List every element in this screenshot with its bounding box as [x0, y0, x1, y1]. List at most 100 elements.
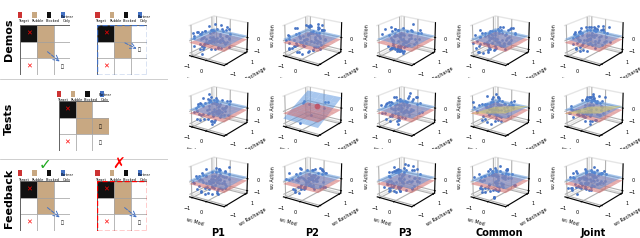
Bar	[97, 42, 114, 58]
Text: Rubble: Rubble	[109, 19, 122, 23]
Bar	[114, 25, 131, 42]
X-axis label: w₁ Mod: w₁ Mod	[373, 76, 391, 86]
Text: Common: Common	[476, 228, 523, 238]
X-axis label: w₁ Mod: w₁ Mod	[185, 147, 204, 156]
Y-axis label: w₀ Recharge: w₀ Recharge	[426, 207, 454, 228]
Bar	[114, 214, 131, 231]
Bar	[54, 42, 70, 58]
Bar	[131, 58, 147, 75]
Text: Blocked: Blocked	[122, 178, 136, 182]
Text: ✕: ✕	[26, 64, 31, 70]
Text: Rubble: Rubble	[70, 98, 83, 102]
Bar	[61, 170, 65, 176]
Text: ✕: ✕	[103, 186, 109, 192]
Text: Partner
Only: Partner Only	[138, 173, 150, 182]
Text: Target: Target	[57, 98, 68, 102]
Bar	[124, 170, 128, 176]
Text: 🧍: 🧍	[99, 124, 102, 129]
Text: Target: Target	[95, 19, 106, 23]
Bar	[54, 198, 70, 214]
Text: P1: P1	[211, 228, 225, 238]
Y-axis label: w₀ Recharge: w₀ Recharge	[520, 137, 548, 157]
Bar	[20, 42, 37, 58]
Bar	[61, 12, 65, 18]
Bar	[97, 214, 114, 231]
Bar	[138, 170, 142, 176]
Text: P3: P3	[399, 228, 412, 238]
Bar	[95, 12, 100, 18]
Bar	[37, 181, 54, 198]
Bar	[47, 170, 51, 176]
Text: 🤖: 🤖	[99, 140, 102, 145]
Bar	[20, 58, 37, 75]
Bar	[20, 25, 37, 42]
Text: Blocked: Blocked	[45, 19, 60, 23]
Bar	[131, 181, 147, 198]
Text: Partner
Only: Partner Only	[60, 15, 73, 23]
Bar	[47, 12, 51, 18]
X-axis label: w₁ Mod: w₁ Mod	[279, 147, 298, 156]
Bar	[92, 134, 109, 151]
Bar	[114, 42, 131, 58]
Text: 🧍: 🧍	[138, 47, 141, 53]
Bar	[20, 181, 37, 198]
X-axis label: w₁ Mod: w₁ Mod	[279, 76, 298, 86]
Y-axis label: w₀ Recharge: w₀ Recharge	[238, 207, 267, 228]
Bar	[97, 198, 114, 214]
Text: Feedback: Feedback	[4, 169, 14, 228]
Bar	[95, 170, 100, 176]
Bar	[131, 198, 147, 214]
Bar	[20, 214, 37, 231]
Text: Blocked: Blocked	[122, 19, 136, 23]
X-axis label: w₁ Mod: w₁ Mod	[561, 76, 579, 86]
Bar	[18, 12, 22, 18]
Bar	[20, 198, 37, 214]
Text: Joint: Joint	[580, 228, 605, 238]
Bar	[71, 91, 76, 97]
Bar	[109, 12, 114, 18]
Bar	[33, 170, 36, 176]
Text: 🤖: 🤖	[138, 220, 141, 225]
Bar	[54, 214, 70, 231]
Bar	[54, 25, 70, 42]
Y-axis label: w₀ Recharge: w₀ Recharge	[520, 207, 548, 228]
Bar	[54, 181, 70, 198]
Bar	[59, 118, 76, 134]
Bar	[76, 118, 92, 134]
X-axis label: w₁ Mod: w₁ Mod	[185, 76, 204, 86]
Bar	[92, 118, 109, 134]
Text: Partner
Only: Partner Only	[99, 93, 112, 102]
Bar	[37, 198, 54, 214]
Bar	[37, 214, 54, 231]
Y-axis label: w₀ Recharge: w₀ Recharge	[426, 137, 454, 157]
X-axis label: w₁ Mod: w₁ Mod	[279, 217, 298, 227]
Y-axis label: w₀ Recharge: w₀ Recharge	[613, 66, 640, 86]
Text: ✗: ✗	[113, 157, 125, 172]
Y-axis label: w₀ Recharge: w₀ Recharge	[238, 137, 267, 157]
X-axis label: w₁ Mod: w₁ Mod	[467, 76, 485, 86]
Bar	[114, 198, 131, 214]
Bar	[59, 134, 76, 151]
Bar	[59, 101, 76, 118]
Text: ✕: ✕	[26, 30, 31, 36]
Y-axis label: w₀ Recharge: w₀ Recharge	[613, 207, 640, 228]
Text: Blocked: Blocked	[45, 178, 60, 182]
Y-axis label: w₀ Recharge: w₀ Recharge	[426, 66, 454, 86]
Bar	[37, 58, 54, 75]
X-axis label: w₁ Mod: w₁ Mod	[373, 217, 391, 227]
X-axis label: w₁ Mod: w₁ Mod	[467, 217, 485, 227]
Text: 🤖: 🤖	[61, 220, 63, 225]
Text: ✕: ✕	[26, 219, 31, 226]
Text: ✕: ✕	[103, 219, 109, 226]
Bar	[97, 58, 114, 75]
Bar	[92, 101, 109, 118]
Text: Partner
Only: Partner Only	[138, 15, 150, 23]
Bar	[131, 214, 147, 231]
Bar	[85, 91, 90, 97]
Bar	[76, 101, 92, 118]
Text: Target: Target	[19, 19, 29, 23]
Bar	[97, 181, 114, 198]
Bar	[97, 25, 114, 42]
Text: Rubble: Rubble	[32, 178, 44, 182]
Text: 🤖: 🤖	[61, 64, 63, 69]
